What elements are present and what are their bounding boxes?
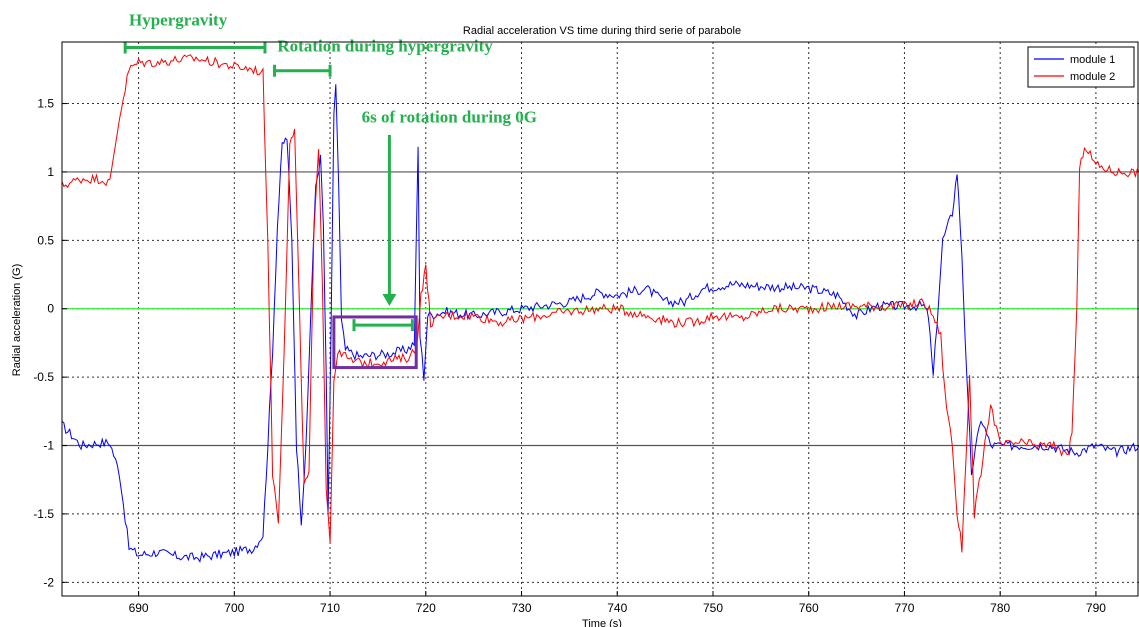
axis-ticks: 690 700 710 720 730 740 750 760 770 780 790 -2 -1.5 -… xyxy=(33,97,1106,615)
y-tick-label: 0.5 xyxy=(37,233,54,247)
y-tick-label: -1.5 xyxy=(33,507,54,521)
x-tick-label: 690 xyxy=(129,601,149,615)
series-line-2 xyxy=(61,54,1139,553)
legend-label: module 1 xyxy=(1070,54,1115,66)
x-tick-label: 710 xyxy=(320,601,340,615)
x-tick-label: 770 xyxy=(894,601,914,615)
annotation-label: 6s of rotation during 0G xyxy=(362,108,537,127)
y-tick-label: -2 xyxy=(43,575,54,589)
annotation-label: Rotation during hypergravity xyxy=(277,37,493,56)
legend-label: module 2 xyxy=(1070,71,1115,83)
reference-lines xyxy=(62,171,1139,447)
legend-box xyxy=(1027,46,1135,88)
x-tick-label: 720 xyxy=(416,601,436,615)
chart-title: Radial acceleration VS time during third… xyxy=(463,25,741,37)
annotation-label: Hypergravity xyxy=(129,11,228,30)
series-line-1 xyxy=(61,84,1139,563)
x-tick-label: 750 xyxy=(703,601,723,615)
grid xyxy=(62,42,1139,596)
y-tick-label: -0.5 xyxy=(33,370,54,384)
y-tick-label: 1.5 xyxy=(37,97,54,111)
x-tick-label: 740 xyxy=(607,601,627,615)
x-tick-label: 730 xyxy=(512,601,532,615)
series-lines xyxy=(61,54,1139,563)
x-tick-label: 790 xyxy=(1086,601,1106,615)
x-tick-label: 700 xyxy=(224,601,244,615)
annotation-arrow-head xyxy=(382,294,397,307)
annotations: Hypergravity Rotation during hypergravity… xyxy=(123,11,537,370)
y-tick-label: 1 xyxy=(47,165,54,179)
y-tick-label: -1 xyxy=(43,439,54,453)
x-tick-label: 760 xyxy=(799,601,819,615)
y-axis-label: Radial acceleration (G) xyxy=(11,264,23,377)
plot-area-frame xyxy=(61,41,1139,597)
legend: module 1 module 2 xyxy=(1027,46,1135,88)
x-axis-label: Time (s) xyxy=(582,618,622,627)
highlight-box xyxy=(332,315,418,370)
y-tick-label: 0 xyxy=(47,302,54,316)
x-tick-label: 780 xyxy=(990,601,1010,615)
